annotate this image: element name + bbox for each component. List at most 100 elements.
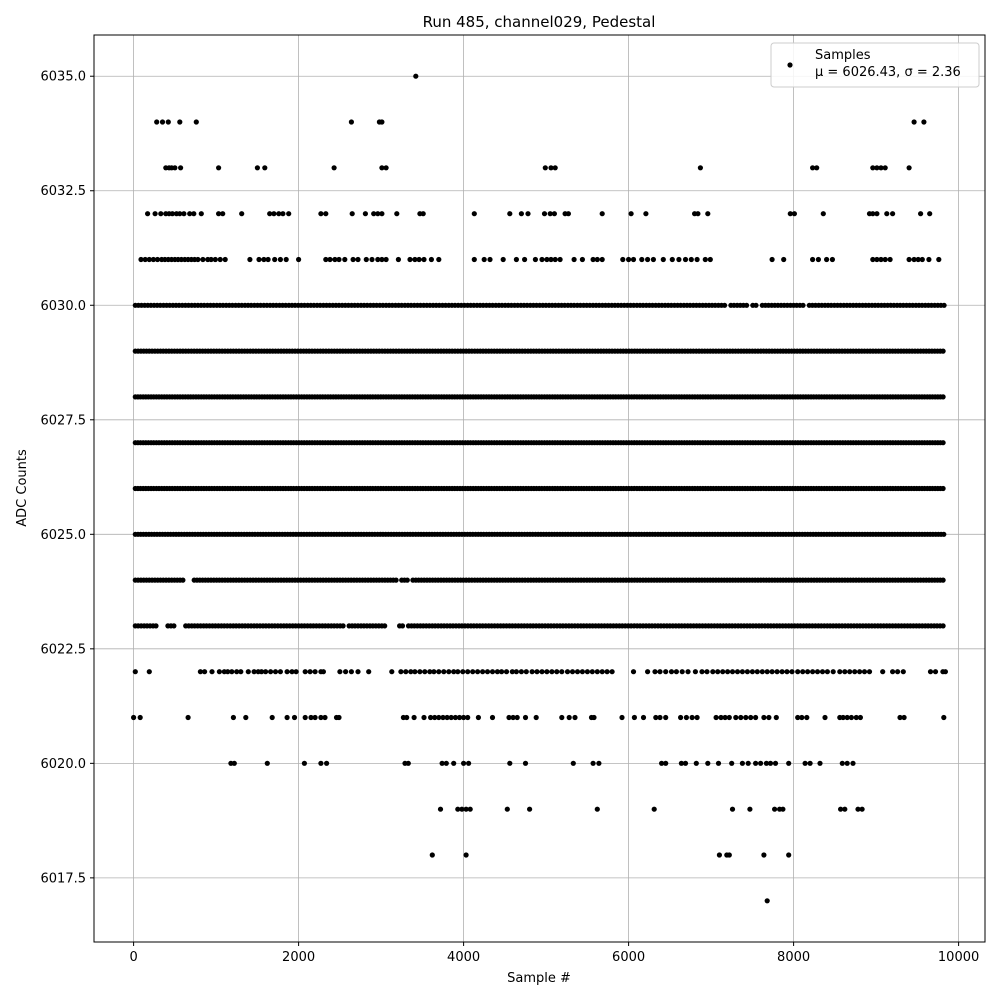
data-point — [331, 165, 337, 171]
y-tick-label: 6035.0 — [41, 70, 87, 85]
data-point — [355, 256, 361, 263]
data-point — [417, 669, 423, 675]
data-point — [318, 760, 324, 766]
data-point — [895, 669, 901, 675]
data-point — [366, 669, 372, 675]
data-point — [193, 119, 199, 125]
data-point — [487, 256, 493, 263]
y-tick-label: 6020.0 — [41, 757, 87, 772]
data-point — [180, 577, 186, 583]
data-point — [918, 211, 924, 217]
data-point — [539, 669, 545, 675]
data-point — [874, 165, 880, 171]
data-point — [604, 669, 610, 675]
y-tick-label: 6025.0 — [41, 528, 87, 543]
data-point — [514, 714, 520, 721]
data-point — [522, 256, 528, 263]
data-point — [318, 211, 324, 217]
data-point — [172, 165, 178, 171]
data-point — [197, 669, 203, 675]
data-point — [739, 669, 746, 675]
data-point — [465, 669, 471, 675]
chart-title: Run 485, channel029, Pedestal — [423, 13, 656, 31]
x-axis-ticks: 0 2000 4000 6000 8000 10000 — [129, 942, 979, 965]
data-point — [461, 760, 467, 766]
data-point — [375, 211, 381, 217]
data-point — [480, 669, 486, 675]
data-point — [437, 806, 444, 812]
data-point — [779, 669, 785, 675]
data-point — [594, 256, 600, 263]
data-point — [744, 669, 751, 675]
data-point — [522, 714, 529, 721]
data-point — [722, 302, 728, 308]
data-point — [301, 760, 307, 766]
data-point — [805, 669, 811, 675]
data-point — [660, 256, 666, 263]
data-point — [262, 165, 268, 171]
data-point — [940, 577, 946, 583]
data-point — [441, 669, 447, 675]
data-point — [280, 211, 286, 217]
data-point — [784, 669, 790, 675]
data-point — [942, 669, 949, 675]
data-point — [874, 211, 880, 217]
x-tick-label: 4000 — [447, 950, 480, 965]
data-point — [722, 714, 728, 721]
data-point — [817, 760, 823, 766]
data-point — [379, 211, 385, 217]
data-point — [284, 669, 290, 675]
data-point — [238, 669, 244, 675]
data-point — [745, 760, 751, 766]
data-point — [307, 669, 313, 675]
data-point — [247, 256, 253, 263]
data-point — [264, 760, 270, 766]
data-point — [713, 714, 719, 721]
data-point — [936, 256, 942, 263]
data-point — [673, 669, 680, 675]
data-point — [216, 669, 222, 675]
data-point — [185, 714, 191, 721]
data-point — [171, 623, 177, 629]
data-point — [688, 256, 694, 263]
data-point — [158, 211, 164, 217]
data-point — [444, 714, 450, 721]
data-point — [178, 165, 184, 171]
data-point — [906, 165, 912, 171]
data-point — [744, 302, 750, 308]
data-point — [940, 440, 946, 446]
data-point — [404, 714, 410, 721]
data-point — [549, 669, 555, 675]
data-point — [460, 669, 466, 675]
data-point — [187, 211, 193, 217]
data-point — [772, 760, 779, 766]
data-point — [398, 669, 404, 675]
data-point — [428, 256, 434, 263]
data-point — [594, 669, 600, 675]
data-point — [429, 852, 435, 858]
data-point — [165, 119, 171, 125]
data-point — [302, 669, 308, 675]
data-point — [678, 760, 685, 766]
data-point — [720, 669, 726, 675]
data-point — [676, 256, 682, 263]
data-point — [591, 714, 597, 721]
data-point — [145, 211, 151, 217]
data-point — [200, 256, 206, 263]
data-point — [753, 302, 759, 308]
data-point — [198, 211, 204, 217]
data-point — [559, 669, 565, 675]
x-tick-label: 0 — [129, 950, 137, 965]
data-point — [878, 165, 884, 171]
y-tick-label: 6030.0 — [41, 299, 87, 314]
data-point — [349, 211, 355, 217]
data-point — [379, 165, 385, 171]
data-point — [389, 669, 395, 675]
data-point — [471, 256, 477, 263]
data-point — [256, 256, 262, 263]
data-point — [404, 577, 410, 583]
data-point — [379, 119, 385, 125]
plot-area-frame — [93, 34, 986, 943]
data-point — [599, 256, 605, 263]
data-point — [814, 165, 820, 171]
